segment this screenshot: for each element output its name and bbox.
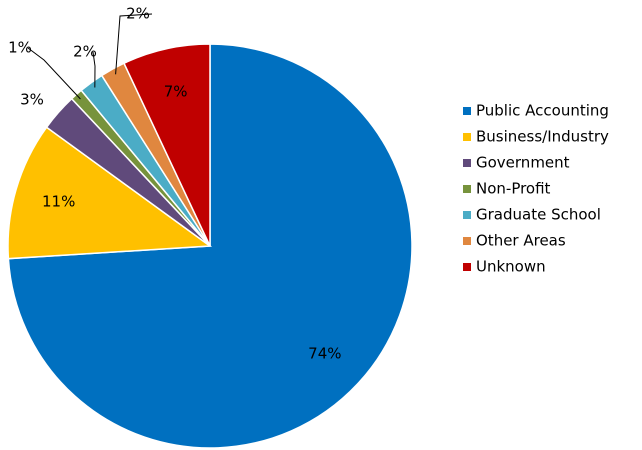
legend-swatch: [463, 211, 471, 219]
legend-swatch: [463, 263, 471, 271]
legend-swatch: [463, 237, 471, 245]
legend-label: Graduate School: [476, 206, 601, 224]
legend-label: Other Areas: [476, 232, 566, 250]
data-label: 11%: [42, 193, 75, 211]
pie-slice: [7, 126, 213, 260]
data-label: 3%: [20, 91, 44, 109]
legend-label: Non-Profit: [476, 180, 551, 198]
legend-swatch: [463, 107, 471, 115]
legend-swatch: [463, 185, 471, 193]
legend-label: Public Accounting: [476, 102, 609, 120]
pie-slice: [122, 43, 211, 247]
legend-label: Government: [476, 154, 570, 172]
leader-line: [92, 51, 96, 88]
data-label: 2%: [126, 5, 150, 23]
data-label: 2%: [73, 43, 97, 61]
data-label: 74%: [308, 344, 341, 362]
legend-label: Business/Industry: [476, 128, 609, 146]
leader-line: [115, 13, 153, 75]
legend-label: Unknown: [476, 258, 546, 276]
legend-swatch: [463, 159, 471, 167]
leader-line: [27, 47, 81, 100]
data-label: 1%: [8, 39, 32, 57]
data-label: 7%: [164, 83, 188, 101]
legend-swatch: [463, 133, 471, 141]
